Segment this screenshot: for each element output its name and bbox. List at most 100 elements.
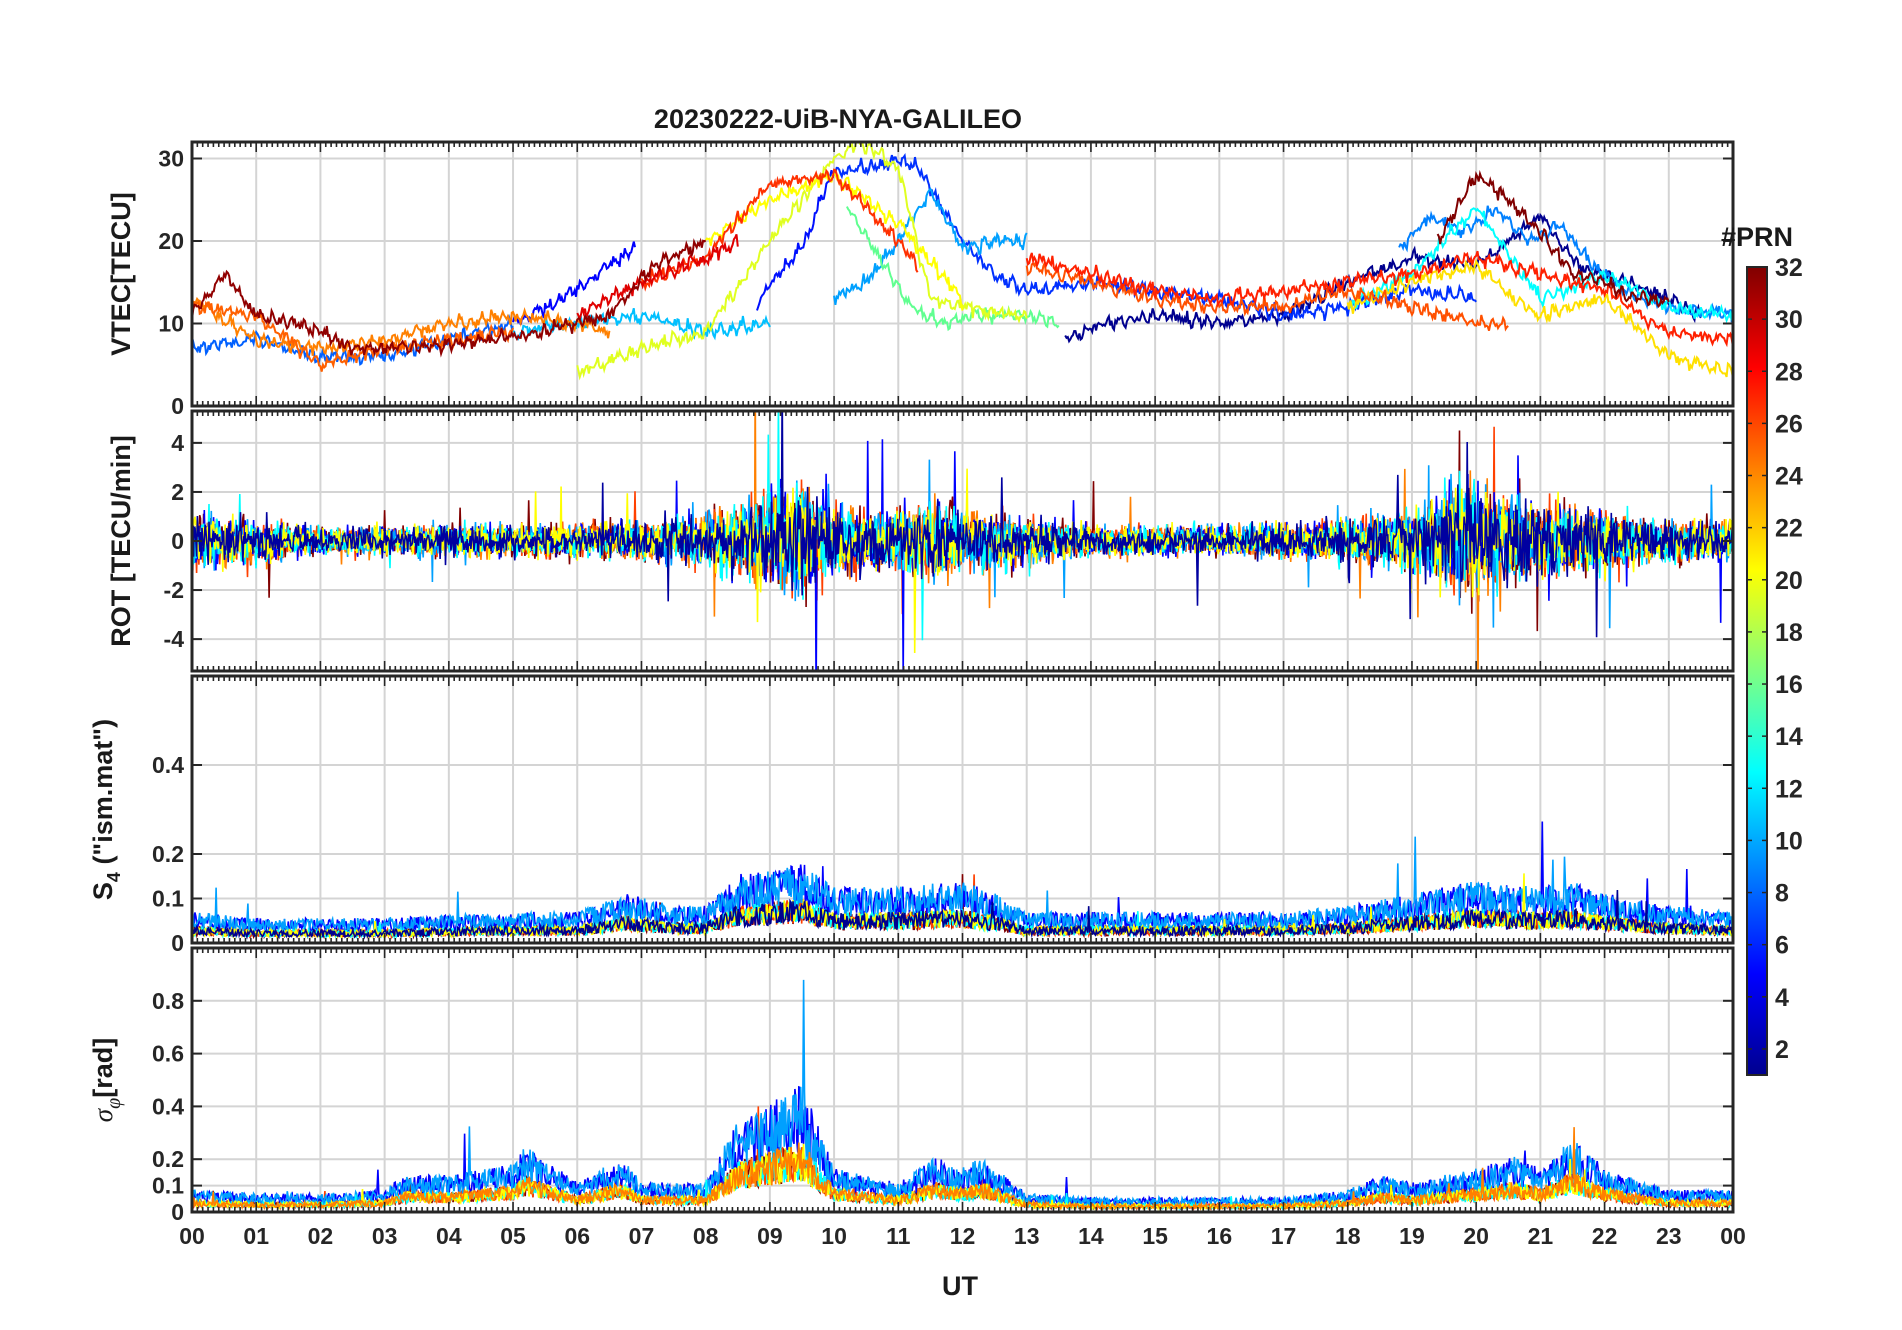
colorbar-tick-label: 8 <box>1775 880 1789 908</box>
x-tick-label: 21 <box>1528 1223 1554 1249</box>
y-axis-label-sigma_phi: σφ[rad] <box>88 1038 125 1122</box>
y-tick-label: 0 <box>171 930 184 956</box>
x-tick-label: 14 <box>1078 1223 1104 1249</box>
x-tick-label: 22 <box>1592 1223 1618 1249</box>
x-tick-label: 19 <box>1399 1223 1425 1249</box>
y-tick-label: 30 <box>158 146 184 172</box>
vtec-series-prn9 <box>1398 205 1733 323</box>
grid-vtec <box>192 142 1733 406</box>
colorbar-title: #PRN <box>1721 222 1793 252</box>
s4-series-3 <box>192 836 1733 935</box>
colorbar-tick-label: 12 <box>1775 775 1803 803</box>
x-axis-label: UT <box>942 1271 978 1301</box>
x-tick-label: 09 <box>757 1223 783 1249</box>
vtec-series-prn28 <box>576 234 739 323</box>
x-tick-label: 02 <box>308 1223 334 1249</box>
x-tick-label: 11 <box>886 1223 911 1249</box>
vtec-series-prn23 <box>192 296 611 356</box>
x-tick-label: 23 <box>1656 1223 1682 1249</box>
y-tick-label: -2 <box>164 577 184 603</box>
x-tick-label: 05 <box>500 1223 526 1249</box>
x-tick-label: 01 <box>243 1223 269 1249</box>
vtec-series-prn4 <box>512 241 636 325</box>
x-tick-label: 16 <box>1207 1223 1233 1249</box>
x-tick-label: 17 <box>1271 1223 1297 1249</box>
panel-rot: -4 -2 0 2 4 ROT [TECU/min] <box>106 409 1735 673</box>
x-tick-label: 20 <box>1463 1223 1489 1249</box>
y-tick-label: 0 <box>171 1199 184 1225</box>
grid-s4 <box>192 676 1733 943</box>
x-tick-label: 10 <box>821 1223 847 1249</box>
y-tick-label: 0 <box>171 528 184 554</box>
x-tick-label: 15 <box>1142 1223 1168 1249</box>
vtec-series-prn32 <box>1436 169 1670 309</box>
y-tick-label: -4 <box>164 626 185 652</box>
y-tick-label: 0.2 <box>152 1146 184 1172</box>
vtec-series-prn25 <box>1025 258 1509 332</box>
vtec-series-prn15 <box>846 206 1060 332</box>
plot-area-sigma_phi <box>192 979 1733 1212</box>
vtec-series-prn19 <box>576 142 1028 381</box>
colorbar-tick-label: 2 <box>1775 1036 1789 1064</box>
x-tick-label: 07 <box>629 1223 655 1249</box>
x-tick-label: 06 <box>564 1223 590 1249</box>
sigma_phi-series-6 <box>192 1127 1733 1212</box>
colorbar-scale <box>1746 266 1768 1076</box>
rot-series-7 <box>192 411 1733 638</box>
colorbar-tick-label: 28 <box>1775 358 1803 386</box>
vtec-series-prn1 <box>1064 212 1702 344</box>
x-tick-label: 13 <box>1014 1223 1040 1249</box>
y-tick-label: 0.1 <box>152 1173 184 1199</box>
x-tick-label: 12 <box>950 1223 976 1249</box>
x-tick-label: 03 <box>372 1223 398 1249</box>
y-tick-label: 0 <box>171 393 184 419</box>
vtec-series-prn27 <box>1025 250 1733 348</box>
x-ticks-rot <box>191 411 1734 671</box>
y-tick-label: 0.6 <box>152 1041 184 1067</box>
y-tick-label: 0.1 <box>152 886 184 912</box>
x-tick-label: 00 <box>179 1223 205 1249</box>
y-tick-label: 0.4 <box>152 1093 184 1119</box>
plot-area-rot <box>192 411 1733 671</box>
colorbar-tick-label: 26 <box>1775 410 1803 438</box>
colorbar-tick-label: 4 <box>1775 984 1789 1012</box>
vtec-series-prn21 <box>1346 258 1733 379</box>
panel-vtec: 0 10 20 30 VTEC[TECU] <box>106 140 1735 419</box>
colorbar-tick-label: 22 <box>1775 515 1803 543</box>
colorbar-tick-label: 6 <box>1775 932 1789 960</box>
y-tick-label: 10 <box>158 311 184 337</box>
x-ticks-vtec <box>191 142 1734 406</box>
x-ticks-sigma_phi <box>191 948 1734 1212</box>
vtec-series-prn5 <box>756 169 836 311</box>
y-tick-label: 0.4 <box>152 752 184 778</box>
y-axis-label-s4: S4 ("ism.mat") <box>88 719 124 900</box>
plot-area-vtec <box>192 142 1733 381</box>
vtec-series-prn24 <box>192 300 514 372</box>
y-axis-label-vtec: VTEC[TECU] <box>106 192 136 356</box>
colorbar-tick-label: 30 <box>1775 306 1803 334</box>
colorbar-tick-label: 16 <box>1775 671 1803 699</box>
rot-series-6 <box>192 468 1733 654</box>
colorbar-tick-label: 18 <box>1775 619 1803 647</box>
y-axis-label-rot: ROT [TECU/min] <box>106 435 136 646</box>
sigma_phi-series-3 <box>192 979 1733 1209</box>
vtec-series-prn10 <box>833 187 1028 305</box>
x-ticks-s4 <box>191 676 1734 943</box>
colorbar-tick-label: 32 <box>1775 254 1803 282</box>
colorbar-tick-label: 14 <box>1775 723 1803 751</box>
x-tick-label: 08 <box>693 1223 719 1249</box>
panel-s4: 0 0.1 0.2 0.4 S4 ("ism.mat") <box>88 674 1735 956</box>
y-tick-label: 0.2 <box>152 841 184 867</box>
chart-title: 20230222-UiB-NYA-GALILEO <box>654 104 1022 134</box>
plot-area-s4 <box>192 821 1733 940</box>
y-tick-label: 0.8 <box>152 988 184 1014</box>
colorbar-tick-label: 24 <box>1775 463 1803 491</box>
x-tick-label: 04 <box>436 1223 462 1249</box>
y-tick-label: 4 <box>171 430 184 456</box>
panel-sigma_phi: 00.10.2 0.4 0.6 0.8 σφ[rad] 00 01 02 03 04 05 06 07 0… <box>88 946 1746 1249</box>
vtec-series-prn31 <box>192 237 707 358</box>
y-tick-label: 20 <box>158 228 184 254</box>
s4-series-6 <box>192 889 1733 940</box>
